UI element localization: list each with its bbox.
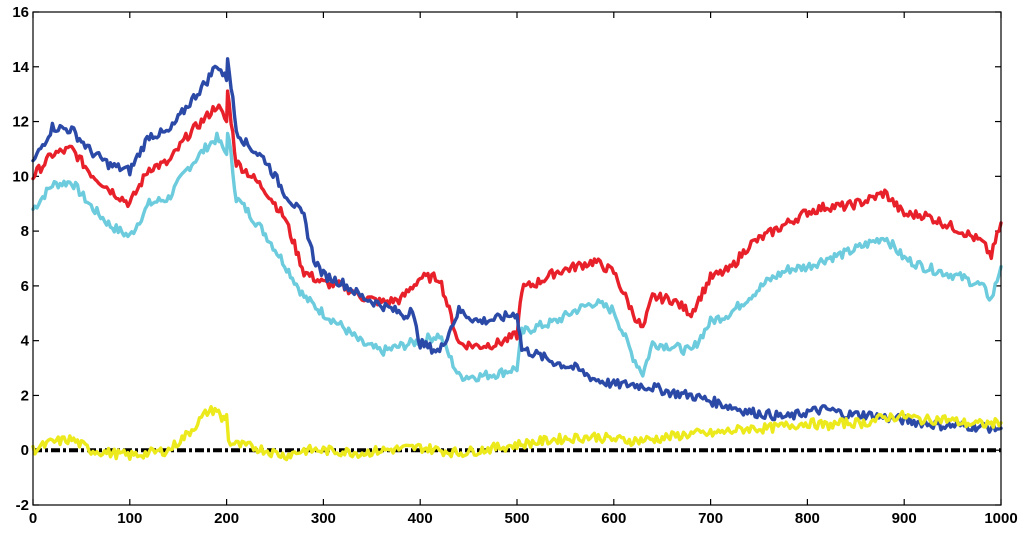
- series-line-3: [31, 405, 1003, 462]
- y-tick-label: 8: [21, 223, 29, 240]
- x-axis: 0 100 200 300 400 500 600 700 800 900 1000: [29, 12, 1018, 527]
- x-tick-label: 1000: [984, 510, 1017, 527]
- y-tick-label: 4: [21, 333, 30, 350]
- x-tick-label: 400: [408, 510, 433, 527]
- y-tick-label: 10: [12, 168, 29, 185]
- y-tick-label: 14: [12, 59, 29, 76]
- plot-area: [31, 57, 1003, 462]
- plot-frame: [32, 11, 1002, 506]
- x-tick-label: 600: [601, 510, 626, 527]
- y-tick-label: 0: [21, 442, 29, 459]
- y-tick-label: 2: [21, 387, 29, 404]
- x-tick-label: 900: [892, 510, 917, 527]
- x-tick-label: 0: [29, 510, 37, 527]
- y-axis: -2 0 2 4 6 8 10 12 14 16: [12, 4, 1001, 514]
- y-tick-label: 12: [12, 114, 29, 131]
- x-tick-label: 700: [698, 510, 723, 527]
- series-line-1: [31, 89, 1003, 351]
- x-tick-label: 200: [214, 510, 239, 527]
- x-tick-label: 800: [795, 510, 820, 527]
- x-tick-label: 300: [311, 510, 336, 527]
- series-line-0: [31, 57, 1003, 434]
- x-tick-label: 500: [504, 510, 529, 527]
- y-tick-label: 16: [12, 4, 29, 21]
- y-tick-label: 6: [21, 278, 29, 295]
- y-tick-label: -2: [16, 497, 29, 514]
- x-tick-label: 100: [117, 510, 142, 527]
- series-line-2: [31, 131, 1003, 383]
